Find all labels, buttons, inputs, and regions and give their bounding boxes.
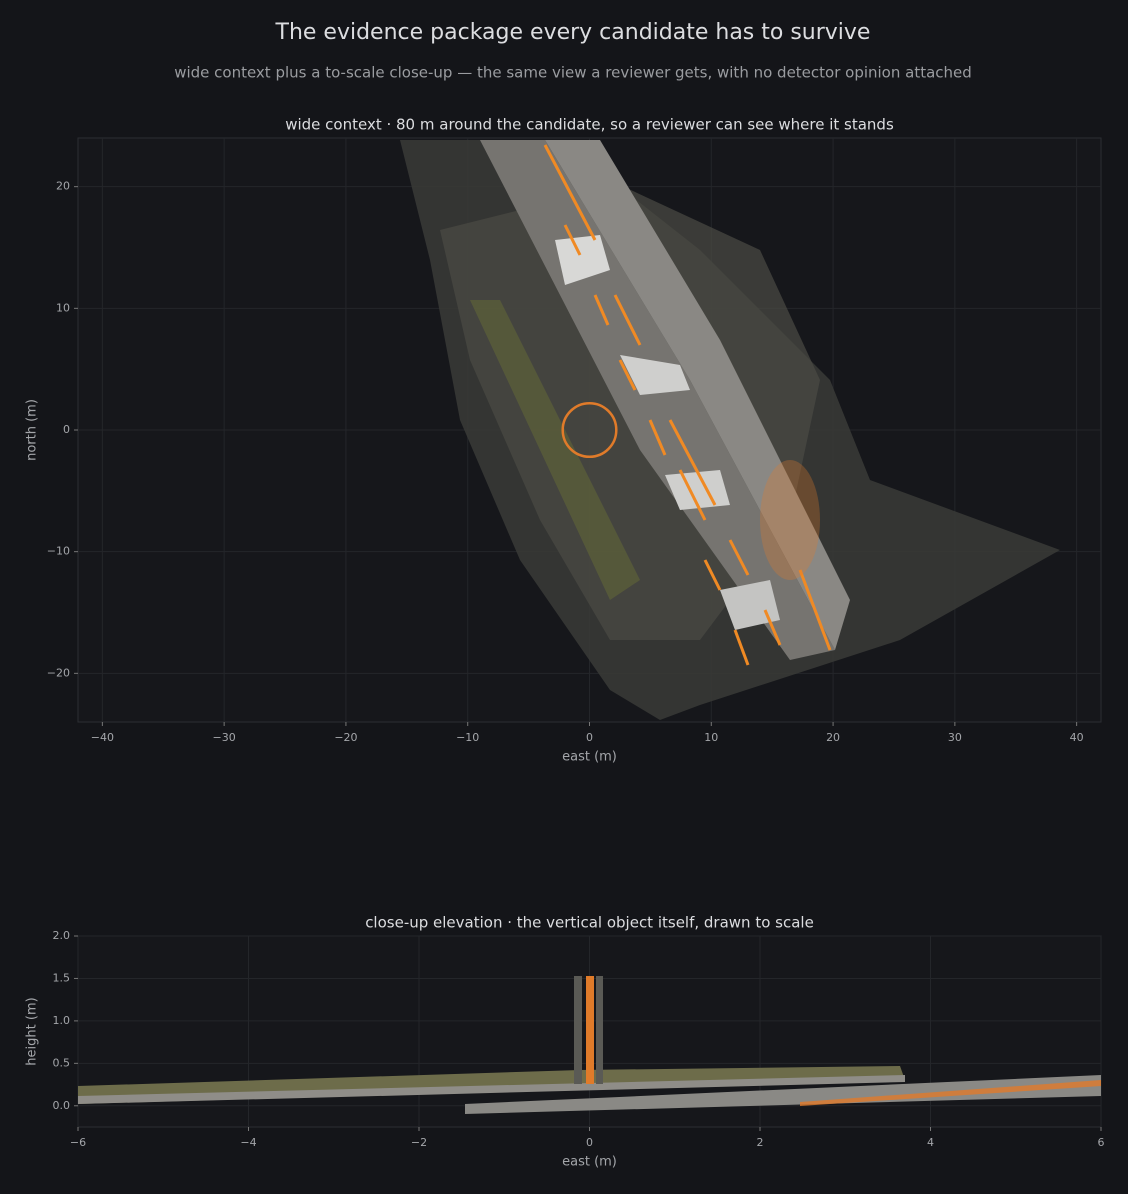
y-tick-label: 1.0 (53, 1014, 71, 1027)
y-tick-label: 20 (56, 180, 70, 193)
figure-title: The evidence package every candidate has… (275, 20, 871, 45)
y-tick-label: 2.0 (53, 929, 71, 942)
x-tick-label: 2 (757, 1136, 764, 1149)
y-axis-label: north (m) (25, 399, 40, 461)
y-tick-label: 0.5 (53, 1056, 71, 1069)
y-tick-label: 0.0 (53, 1099, 71, 1112)
panel-title: close-up elevation · the vertical object… (365, 914, 814, 932)
x-tick-label: 0 (586, 1136, 593, 1149)
y-tick-label: 1.5 (53, 971, 71, 984)
x-tick-label: 40 (1070, 731, 1084, 744)
x-axis-label: east (m) (562, 750, 617, 765)
y-axis-label: height (m) (25, 997, 40, 1065)
candidate-marker (561, 401, 618, 459)
y-tick-label: 0 (63, 423, 70, 436)
x-tick-label: −4 (240, 1136, 256, 1149)
x-tick-label: −20 (334, 731, 357, 744)
y-tick-label: 10 (56, 301, 70, 314)
x-tick-label: −10 (456, 731, 479, 744)
x-tick-label: −6 (70, 1136, 86, 1149)
point-cloud (400, 140, 1060, 720)
x-tick-label: −40 (91, 731, 114, 744)
x-tick-label: 10 (704, 731, 718, 744)
x-tick-label: 6 (1098, 1136, 1105, 1149)
panel-title: wide context · 80 m around the candidate… (285, 116, 894, 134)
point-cloud (78, 976, 1101, 1114)
x-tick-label: 20 (826, 731, 840, 744)
x-axis-label: east (m) (562, 1155, 617, 1170)
figure-subtitle: wide context plus a to-scale close-up — … (174, 64, 972, 82)
x-tick-label: 0 (586, 731, 593, 744)
x-tick-label: 4 (927, 1136, 934, 1149)
x-tick-label: 30 (948, 731, 962, 744)
y-tick-label: −20 (47, 666, 70, 679)
x-tick-label: −2 (411, 1136, 427, 1149)
y-tick-label: −10 (47, 545, 70, 558)
x-tick-label: −30 (213, 731, 236, 744)
